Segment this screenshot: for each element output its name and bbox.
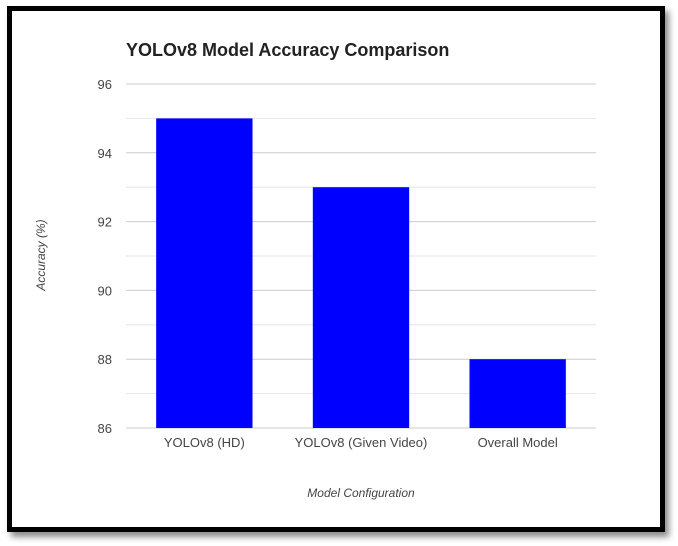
x-tick-label: YOLOv8 (HD) xyxy=(164,435,245,450)
x-axis-label: Model Configuration xyxy=(307,486,415,500)
bar xyxy=(312,187,410,428)
y-tick-label: 88 xyxy=(98,352,112,367)
chart-title: YOLOv8 Model Accuracy Comparison xyxy=(126,40,449,60)
x-tick-label: YOLOv8 (Given Video) xyxy=(295,435,428,450)
x-tick-labels: YOLOv8 (HD) YOLOv8 (Given Video) Overall M… xyxy=(164,435,558,450)
bar xyxy=(469,359,566,428)
y-tick-label: 92 xyxy=(98,215,112,230)
bars xyxy=(156,118,566,429)
x-tick-label: Overall Model xyxy=(478,435,558,450)
y-tick-label: 90 xyxy=(98,283,112,298)
bar xyxy=(156,118,253,429)
y-tick-labels: 86 88 90 92 94 96 xyxy=(98,77,112,436)
y-tick-label: 86 xyxy=(98,421,112,436)
y-tick-label: 94 xyxy=(98,146,112,161)
y-tick-label: 96 xyxy=(98,77,112,92)
y-axis-label: Accuracy (%) xyxy=(34,219,48,291)
